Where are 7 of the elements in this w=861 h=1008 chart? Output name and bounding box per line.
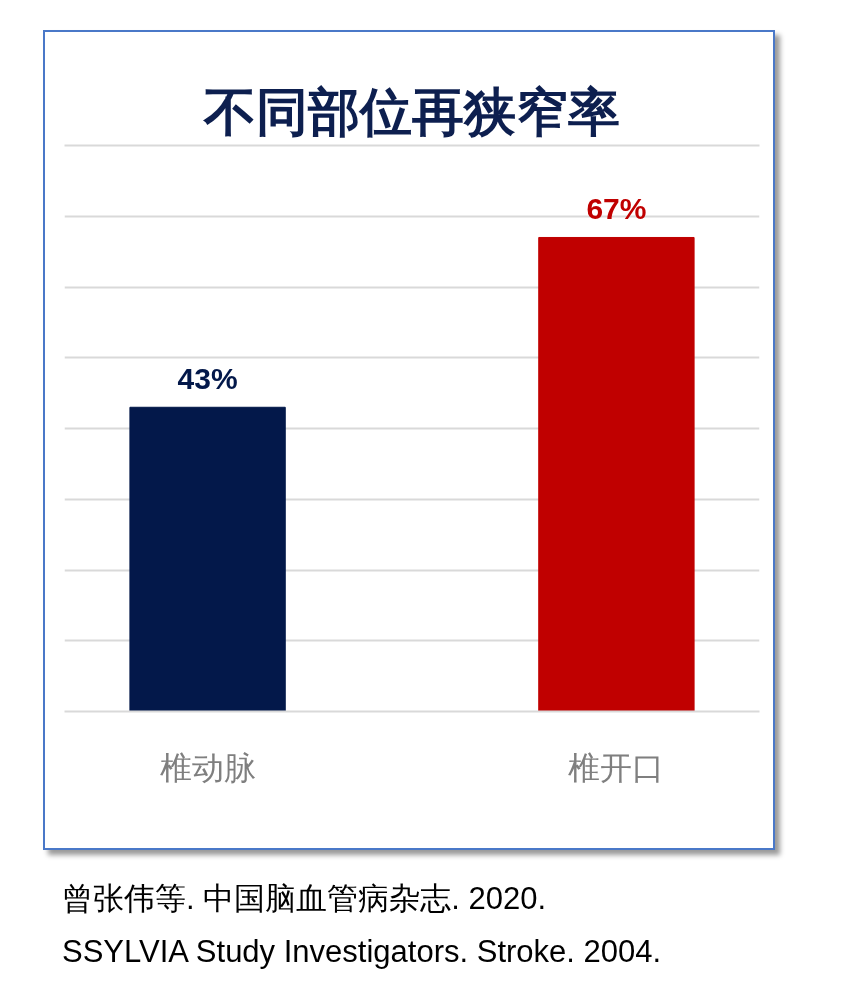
data-label: 43% [177,362,238,396]
text: SSYLVIA Study Investigators. Stroke. 2004. [62,934,662,969]
x-tick-label: 椎开口 [568,749,665,786]
x-tick-label: 椎动脉 [159,749,256,786]
data-label: 67% [586,192,647,226]
text: 曾张伟等. 中国脑血管病杂志. 2020. [62,881,547,916]
chart-title: 不同部位再狭窄率 [202,82,620,141]
